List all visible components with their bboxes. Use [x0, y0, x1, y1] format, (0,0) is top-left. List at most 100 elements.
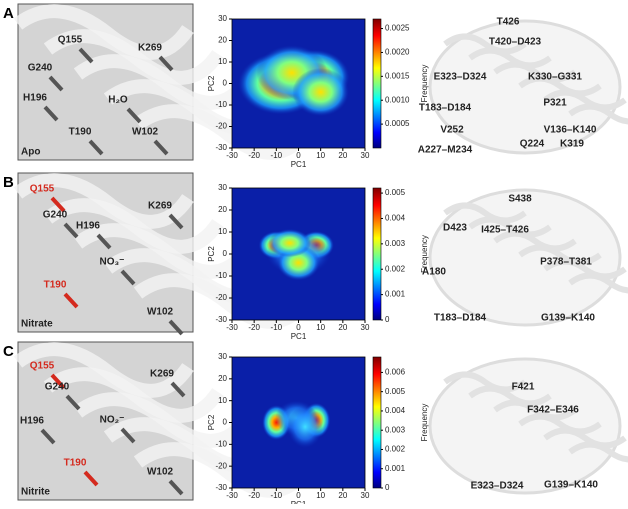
colorbar-tick-label: 0 [385, 315, 390, 324]
cartoon-label: F342–E346 [527, 405, 579, 416]
colorbar [373, 19, 381, 148]
x-axis-label: PC1 [291, 160, 307, 169]
y-tick-label: 0 [223, 79, 228, 88]
structure-caption: Nitrite [21, 487, 50, 498]
residue-label: T190 [64, 458, 87, 469]
colorbar-tick-label: 0.004 [385, 406, 406, 415]
y-axis-label: PC2 [207, 246, 216, 262]
cartoon-label: T183–D184 [434, 313, 487, 324]
y-tick-label: -20 [215, 122, 227, 131]
residue-label: H₂O [108, 95, 128, 106]
colorbar-tick-label: 0.004 [385, 214, 406, 223]
y-tick-label: 20 [218, 36, 227, 45]
cartoon-label: K330–G331 [528, 72, 582, 83]
colorbar-tick-label: 0.001 [385, 464, 406, 473]
y-tick-label: -10 [215, 271, 227, 280]
colorbar-tick-label: 0.005 [385, 188, 406, 197]
x-tick-label: 10 [316, 323, 325, 332]
colorbar-tick-label: 0.001 [385, 290, 406, 299]
y-tick-label: -20 [215, 293, 227, 302]
cartoon-label: E323–D324 [471, 481, 524, 492]
colorbar-label: Frequency [420, 65, 429, 103]
residue-label: H196 [20, 416, 44, 427]
colorbar-tick-label: 0.0025 [385, 24, 410, 33]
x-tick-label: 30 [361, 151, 370, 160]
structure-caption: Apo [21, 147, 40, 158]
y-tick-label: 20 [218, 205, 227, 214]
colorbar-tick-label: 0.0015 [385, 71, 410, 80]
x-tick-label: -10 [271, 151, 283, 160]
panel-letter: A [3, 5, 14, 22]
y-tick-label: -10 [215, 100, 227, 109]
x-tick-label: 30 [361, 491, 370, 500]
y-tick-label: 30 [218, 183, 227, 192]
x-tick-label: -10 [271, 323, 283, 332]
residue-label: W102 [147, 467, 174, 478]
density-blob [268, 229, 311, 257]
cartoon-label: E323–D324 [434, 72, 487, 83]
colorbar-label: Frequency [420, 404, 429, 442]
x-tick-label: 0 [296, 323, 301, 332]
y-tick-label: 20 [218, 374, 227, 383]
y-axis-label: PC2 [207, 75, 216, 91]
panel-letter: B [3, 174, 14, 191]
cartoon-label: V252 [440, 125, 464, 136]
y-tick-label: 10 [218, 396, 227, 405]
residue-label: G240 [43, 210, 68, 221]
residue-label: NO₃⁻ [100, 257, 125, 268]
colorbar-tick-label: 0.0020 [385, 48, 410, 57]
cartoon-label: G139–K140 [544, 480, 598, 491]
cartoon-label: V136–K140 [544, 125, 597, 136]
cartoon-label: T183–D184 [419, 103, 472, 114]
x-tick-label: 10 [316, 151, 325, 160]
x-tick-label: -20 [248, 151, 260, 160]
y-tick-label: -10 [215, 439, 227, 448]
colorbar-tick-label: 0.0010 [385, 95, 410, 104]
colorbar-tick-label: 0.005 [385, 387, 406, 396]
cartoon-label: G139–K140 [541, 313, 595, 324]
y-axis-label: PC2 [207, 414, 216, 430]
cartoon-label: F421 [512, 382, 535, 393]
structure-caption: Nitrate [21, 319, 53, 330]
x-tick-label: 20 [338, 491, 347, 500]
residue-label: H196 [23, 93, 47, 104]
residue-label: T190 [44, 280, 67, 291]
cartoon-label: S438 [508, 194, 532, 205]
panel-letter: C [3, 343, 14, 360]
x-tick-label: 30 [361, 323, 370, 332]
colorbar-tick-label: 0 [385, 483, 390, 492]
residue-label: W102 [147, 307, 174, 318]
y-tick-label: 30 [218, 352, 227, 361]
residue-label: K269 [150, 369, 174, 380]
y-tick-label: 0 [223, 249, 228, 258]
y-tick-label: -30 [215, 483, 227, 492]
density-blob [292, 68, 349, 116]
cartoon-label: I425–T426 [481, 225, 529, 236]
figure: A Q155 K269 G240 H196 H₂O T190 W102 Apo -30 -20 -10… [0, 0, 628, 504]
y-tick-label: 30 [218, 14, 227, 23]
density-blob [287, 406, 322, 448]
x-tick-label: 10 [316, 491, 325, 500]
cartoon-label: Q224 [520, 139, 545, 150]
residue-label: Q155 [30, 361, 55, 372]
colorbar-tick-label: 0.003 [385, 425, 406, 434]
x-tick-label: -30 [226, 323, 238, 332]
colorbar [373, 357, 381, 488]
residue-label: K269 [138, 43, 162, 54]
cartoon-label: D423 [443, 223, 467, 234]
x-tick-label: -20 [248, 491, 260, 500]
colorbar-tick-label: 0.002 [385, 445, 406, 454]
x-tick-label: 0 [296, 151, 301, 160]
cartoon-label: P321 [543, 98, 567, 109]
residue-label: K269 [148, 201, 172, 212]
y-tick-label: 0 [223, 418, 228, 427]
cartoon-label: K319 [560, 139, 584, 150]
colorbar-tick-label: 0.0005 [385, 119, 410, 128]
x-tick-label: -10 [271, 491, 283, 500]
x-axis-label: PC1 [291, 332, 307, 341]
cartoon-label: T420–D423 [489, 37, 542, 48]
residue-label: W102 [132, 127, 159, 138]
x-tick-label: -30 [226, 491, 238, 500]
y-tick-label: -30 [215, 143, 227, 152]
x-tick-label: 20 [338, 323, 347, 332]
